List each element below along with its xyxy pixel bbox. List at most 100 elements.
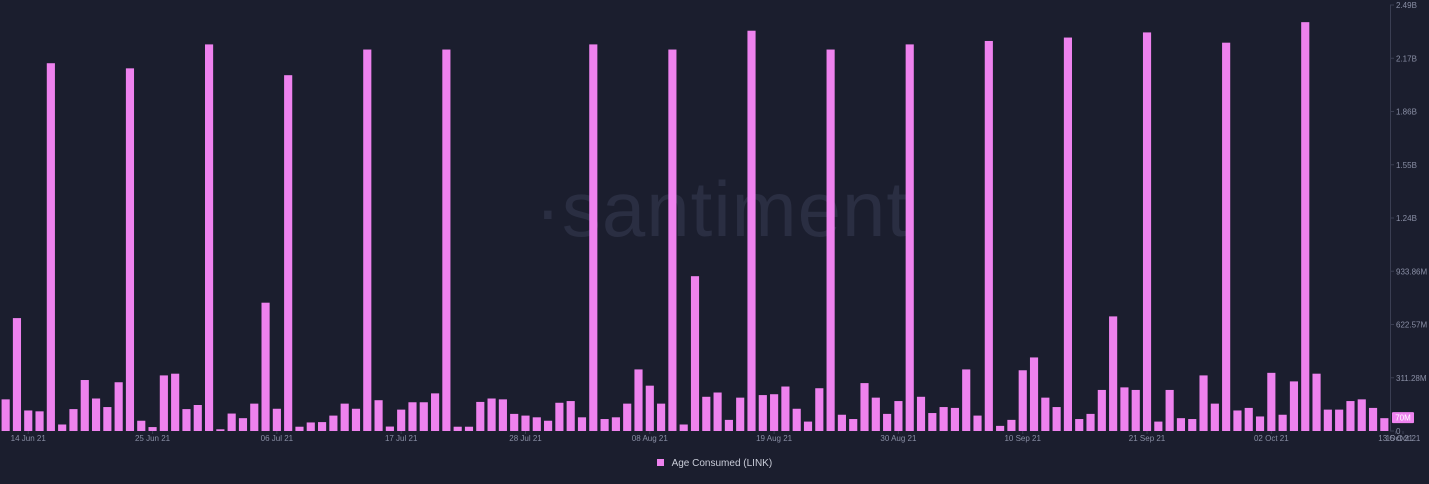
bar xyxy=(351,408,361,431)
bar xyxy=(894,401,903,431)
legend[interactable]: Age Consumed (LINK) xyxy=(0,458,1429,469)
bar xyxy=(12,318,22,431)
legend-swatch xyxy=(656,459,664,466)
bar xyxy=(1267,372,1276,431)
bar xyxy=(815,388,824,431)
bar xyxy=(883,413,892,431)
x-tick-label: 28 Jul 21 xyxy=(509,434,542,443)
y-axis-ticks: 0 311.28M 622.57M 933.86M 1.24B 1.55B 1.86B 2.1… xyxy=(1390,1,1427,436)
y-tick-label: 0 xyxy=(1396,427,1401,436)
bar xyxy=(69,409,78,431)
bar xyxy=(91,398,101,431)
bar xyxy=(1165,389,1174,431)
bar xyxy=(555,402,564,431)
bar xyxy=(1380,418,1389,431)
bar xyxy=(498,399,507,431)
bar xyxy=(1323,409,1332,431)
bar xyxy=(939,407,948,431)
bar xyxy=(713,392,722,431)
bar xyxy=(374,400,383,431)
bar xyxy=(340,403,349,431)
bar xyxy=(1131,389,1140,431)
x-tick-label: 25 Jun 21 xyxy=(135,434,171,443)
bar xyxy=(1335,409,1344,431)
bar xyxy=(702,396,711,431)
bar xyxy=(736,397,745,431)
bar xyxy=(1357,399,1366,431)
bar xyxy=(137,420,146,431)
bar xyxy=(464,426,474,431)
bar xyxy=(261,302,270,431)
bar xyxy=(837,414,846,431)
bar xyxy=(193,405,202,431)
bar xyxy=(159,375,168,431)
y-tick-label: 2.49B xyxy=(1396,1,1417,10)
bar xyxy=(645,385,654,431)
bar xyxy=(35,411,44,431)
bar xyxy=(1097,389,1106,431)
bar xyxy=(510,413,519,431)
bar xyxy=(397,409,406,431)
bar xyxy=(1029,357,1039,431)
bar xyxy=(611,417,620,431)
bar xyxy=(148,427,157,431)
bar xyxy=(182,409,191,431)
bar xyxy=(24,410,33,431)
bar xyxy=(1120,387,1129,431)
bar xyxy=(1041,397,1050,431)
bar xyxy=(1346,401,1355,431)
bar xyxy=(46,63,55,432)
bar xyxy=(792,408,801,431)
bar xyxy=(871,397,880,431)
bar xyxy=(657,403,666,431)
bar xyxy=(1188,419,1197,431)
bar xyxy=(566,401,575,431)
bar xyxy=(724,419,733,431)
bar xyxy=(928,413,937,431)
bar xyxy=(284,75,293,431)
bar xyxy=(1176,418,1186,431)
bar xyxy=(668,49,677,431)
bar xyxy=(1154,421,1163,431)
bar xyxy=(781,386,790,431)
bar xyxy=(408,402,417,431)
end-value-badge xyxy=(1392,412,1414,424)
bar xyxy=(747,30,756,432)
bar xyxy=(803,421,813,431)
bar xyxy=(125,68,135,431)
bar xyxy=(1233,410,1242,431)
bar xyxy=(521,415,530,431)
bar xyxy=(1255,416,1265,431)
y-tick-label: 622.57M xyxy=(1396,321,1427,330)
bar xyxy=(58,424,67,431)
bar xyxy=(295,426,304,431)
bar xyxy=(860,383,869,431)
legend-label: Age Consumed (LINK) xyxy=(671,458,773,469)
bar xyxy=(329,415,338,431)
bar xyxy=(1278,414,1287,431)
bar xyxy=(916,396,926,431)
bar xyxy=(532,417,541,431)
bar xyxy=(996,425,1005,431)
bar xyxy=(419,402,428,431)
bar xyxy=(544,420,553,431)
bar xyxy=(272,408,281,431)
bar xyxy=(205,44,214,432)
y-tick-label: 1.86B xyxy=(1396,108,1417,117)
bar xyxy=(758,395,767,431)
bar xyxy=(679,424,688,431)
bar xyxy=(1368,407,1378,431)
bar xyxy=(962,369,971,431)
bar xyxy=(826,49,835,431)
x-tick-label: 13 Oct 21 xyxy=(1378,434,1413,443)
x-tick-label: 15 Oct 21 xyxy=(1386,434,1421,443)
bar xyxy=(114,382,123,431)
bar xyxy=(431,393,440,431)
bar xyxy=(1301,22,1310,431)
x-tick-label: 30 Aug 21 xyxy=(880,434,917,443)
bar xyxy=(227,413,236,431)
bar xyxy=(849,419,858,431)
bar xyxy=(453,426,462,431)
y-tick-label: 1.55B xyxy=(1396,161,1417,170)
